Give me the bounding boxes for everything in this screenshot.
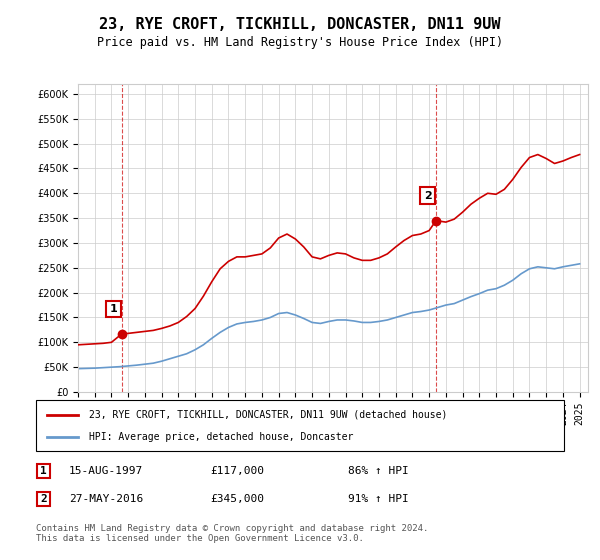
Text: 91% ↑ HPI: 91% ↑ HPI bbox=[348, 494, 409, 504]
Text: 23, RYE CROFT, TICKHILL, DONCASTER, DN11 9UW: 23, RYE CROFT, TICKHILL, DONCASTER, DN11… bbox=[99, 17, 501, 32]
Text: £345,000: £345,000 bbox=[210, 494, 264, 504]
Text: 1: 1 bbox=[110, 304, 118, 314]
Text: 86% ↑ HPI: 86% ↑ HPI bbox=[348, 466, 409, 476]
Text: 1: 1 bbox=[40, 466, 47, 476]
Text: 2: 2 bbox=[424, 191, 431, 200]
Text: Contains HM Land Registry data © Crown copyright and database right 2024.
This d: Contains HM Land Registry data © Crown c… bbox=[36, 524, 428, 543]
Text: 15-AUG-1997: 15-AUG-1997 bbox=[69, 466, 143, 476]
Text: £117,000: £117,000 bbox=[210, 466, 264, 476]
Text: 23, RYE CROFT, TICKHILL, DONCASTER, DN11 9UW (detached house): 23, RYE CROFT, TICKHILL, DONCASTER, DN11… bbox=[89, 409, 447, 419]
FancyBboxPatch shape bbox=[37, 492, 50, 506]
Text: HPI: Average price, detached house, Doncaster: HPI: Average price, detached house, Donc… bbox=[89, 432, 353, 442]
FancyBboxPatch shape bbox=[37, 464, 50, 478]
Text: Price paid vs. HM Land Registry's House Price Index (HPI): Price paid vs. HM Land Registry's House … bbox=[97, 36, 503, 49]
Text: 27-MAY-2016: 27-MAY-2016 bbox=[69, 494, 143, 504]
Text: 2: 2 bbox=[40, 494, 47, 504]
FancyBboxPatch shape bbox=[36, 400, 564, 451]
